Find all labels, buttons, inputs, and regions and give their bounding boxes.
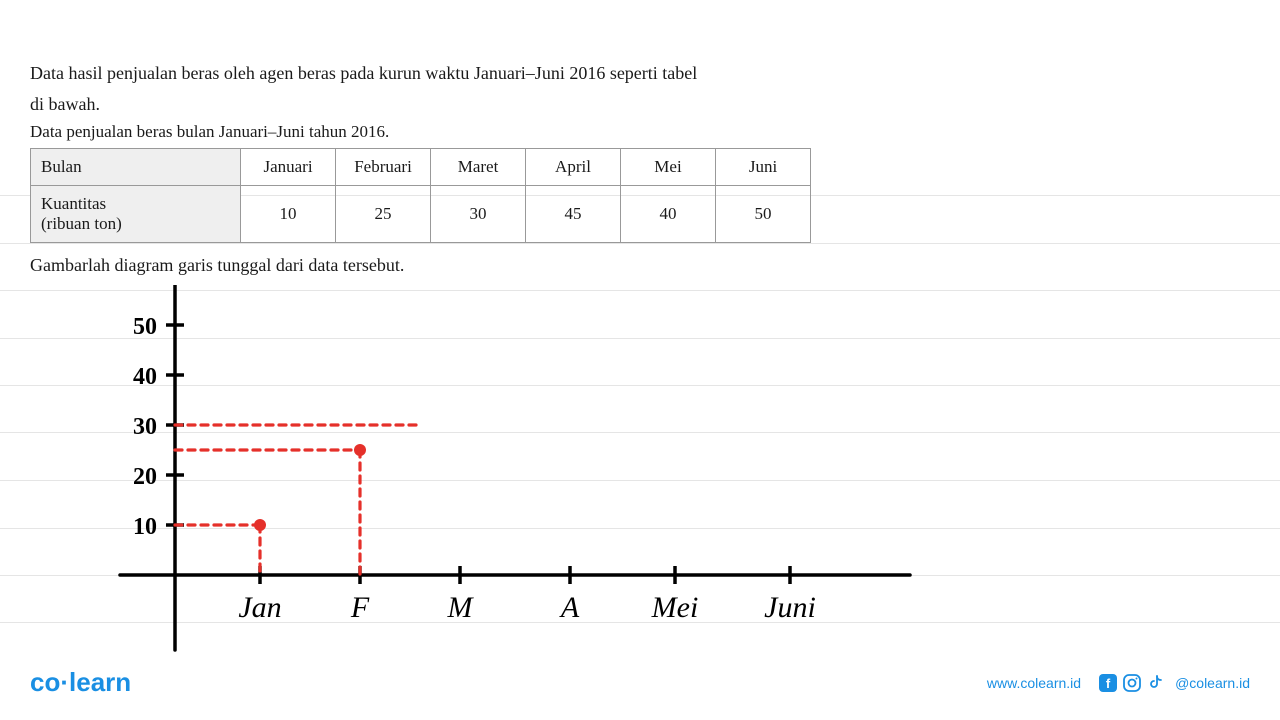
svg-text:30: 30 — [133, 414, 157, 440]
svg-text:50: 50 — [133, 314, 157, 340]
svg-text:20: 20 — [133, 464, 157, 490]
table-row: Kuantitas (ribuan ton) 10 25 30 45 40 50 — [31, 186, 811, 243]
svg-text:f: f — [1106, 676, 1111, 691]
brand-co: co — [30, 667, 60, 697]
svg-text:Jan: Jan — [238, 591, 281, 624]
row-header-bulan: Bulan — [31, 149, 241, 186]
svg-text:Mei: Mei — [651, 591, 699, 624]
instruction-text: Gambarlah diagram garis tunggal dari dat… — [30, 255, 1250, 276]
table-cell: Mei — [621, 149, 716, 186]
svg-text:M: M — [447, 591, 475, 624]
table-cell: 50 — [716, 186, 811, 243]
table-cell: 40 — [621, 186, 716, 243]
svg-text:40: 40 — [133, 364, 157, 390]
data-table: Bulan Januari Februari Maret April Mei J… — [30, 148, 811, 243]
footer: co·learn www.colearn.id f @colearn.id — [0, 667, 1280, 698]
social-handle: @colearn.id — [1175, 675, 1250, 691]
table-cell: 25 — [336, 186, 431, 243]
table-cell: 10 — [241, 186, 336, 243]
kuantitas-label-2: (ribuan ton) — [41, 214, 122, 233]
kuantitas-label-1: Kuantitas — [41, 194, 106, 213]
table-cell: Juni — [716, 149, 811, 186]
footer-right: www.colearn.id f @colearn.id — [987, 674, 1250, 692]
tiktok-icon — [1147, 674, 1165, 692]
svg-text:A: A — [559, 591, 580, 624]
brand-logo: co·learn — [30, 667, 131, 698]
website-link: www.colearn.id — [987, 675, 1081, 691]
instagram-icon — [1123, 674, 1141, 692]
table-cell: 30 — [431, 186, 526, 243]
table-row: Bulan Januari Februari Maret April Mei J… — [31, 149, 811, 186]
content-area: Data hasil penjualan beras oleh agen ber… — [0, 0, 1280, 276]
row-header-kuantitas: Kuantitas (ribuan ton) — [31, 186, 241, 243]
table-cell: Januari — [241, 149, 336, 186]
svg-text:Juni: Juni — [764, 591, 816, 624]
table-cell: April — [526, 149, 621, 186]
facebook-icon: f — [1099, 674, 1117, 692]
svg-text:F: F — [350, 591, 370, 624]
table-cell: Maret — [431, 149, 526, 186]
chart-svg: 10 20 30 40 50 Jan F M A Mei Juni — [100, 285, 930, 655]
brand-learn: learn — [69, 667, 131, 697]
table-caption: Data penjualan beras bulan Januari–Juni … — [30, 122, 1250, 142]
social-icons: f @colearn.id — [1099, 674, 1250, 692]
problem-intro-line2: di bawah. — [30, 91, 1250, 118]
table-cell: 45 — [526, 186, 621, 243]
chart-area: 10 20 30 40 50 Jan F M A Mei Juni — [100, 285, 930, 655]
brand-dot: · — [60, 667, 69, 697]
svg-text:10: 10 — [133, 514, 157, 540]
table-cell: Februari — [336, 149, 431, 186]
problem-intro-line1: Data hasil penjualan beras oleh agen ber… — [30, 60, 1250, 87]
